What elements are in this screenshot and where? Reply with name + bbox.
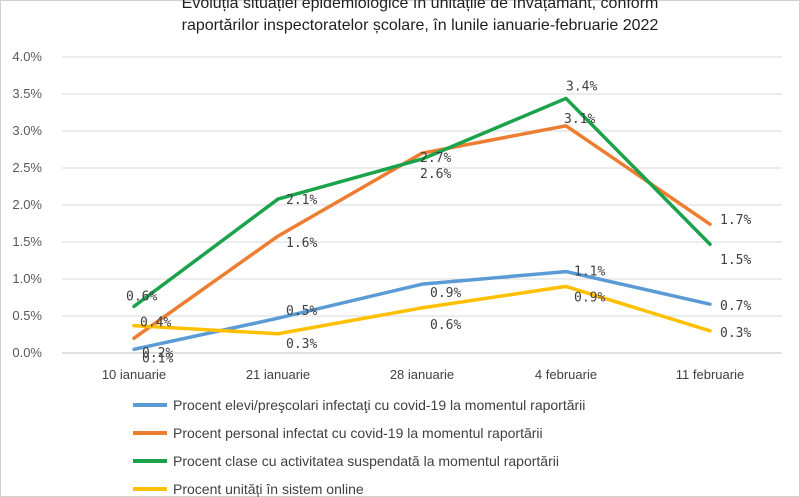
series-lines [132, 96, 712, 352]
data-label: 0.9% [574, 290, 605, 305]
y-tick-label: 4.0% [12, 49, 42, 64]
y-tick-label: 2.5% [12, 160, 42, 175]
data-label: 3.1% [564, 112, 595, 127]
legend-entry: Procent elevi/preşcolari infectaţi cu co… [173, 397, 585, 413]
x-axis-category-labels: 10 ianuarie 21 ianuarie 28 ianuarie 4 febru… [102, 367, 744, 382]
data-label: 0.4% [140, 316, 171, 331]
data-label: 2.1% [286, 193, 317, 208]
y-tick-label: 0.0% [12, 345, 42, 360]
x-category-label: 4 februarie [535, 367, 597, 382]
series-line-1 [132, 269, 712, 352]
x-category-label: 10 ianuarie [102, 367, 166, 382]
data-label: 0.3% [720, 326, 751, 341]
y-tick-label: 1.0% [12, 271, 42, 286]
data-label: 0.2% [142, 346, 173, 361]
y-axis-tick-labels: 0.0% 0.5% 1.0% 1.5% 2.0% 2.5% 3.0% 3.5% 4.0% [12, 49, 42, 360]
data-label: 1.1% [574, 265, 605, 280]
data-label: 0.5% [286, 304, 317, 319]
data-label: 2.6% [420, 167, 451, 182]
data-label: 0.9% [430, 286, 461, 301]
data-label: 3.4% [566, 79, 597, 94]
y-tick-label: 1.5% [12, 234, 42, 249]
data-label: 1.7% [720, 213, 751, 228]
data-labels: 0.1% 0.5% 0.9% 1.1% 0.7% 0.2% 1.6% 2.7% 3.1% 1.7%… [126, 79, 751, 366]
y-tick-label: 2.0% [12, 197, 42, 212]
data-label: 0.6% [126, 289, 157, 304]
y-tick-label: 0.5% [12, 308, 42, 323]
legend-entry: Procent unități în sistem online [173, 481, 364, 497]
x-category-label: 28 ianuarie [390, 367, 454, 382]
data-label: 1.5% [720, 253, 751, 268]
chart-title-line-1: Evoluția situației epidemiologice în uni… [182, 0, 659, 12]
data-label: 0.3% [286, 337, 317, 352]
legend: Procent elevi/preşcolari infectaţi cu co… [133, 397, 585, 497]
x-category-label: 11 februarie [676, 367, 744, 382]
legend-entry: Procent personal infectat cu covid-19 la… [173, 425, 543, 441]
chart-title: Evoluția situației epidemiologice în uni… [182, 0, 659, 34]
data-label: 1.6% [286, 236, 317, 251]
y-tick-label: 3.5% [12, 86, 42, 101]
legend-entry: Procent clase cu activitatea suspendată … [173, 453, 559, 469]
data-label: 0.1% [142, 351, 173, 366]
data-label: 0.7% [720, 299, 751, 314]
series-line-3 [132, 96, 712, 309]
x-category-label: 21 ianuarie [246, 367, 310, 382]
gridlines [62, 56, 782, 354]
data-label: 2.7% [420, 151, 451, 166]
chart-title-line-2: raportărilor inspectoratelor școlare, în… [182, 17, 659, 34]
series-line-2 [132, 124, 712, 340]
series-line-4 [132, 284, 712, 336]
y-tick-label: 3.0% [12, 123, 42, 138]
data-label: 0.6% [430, 318, 461, 333]
